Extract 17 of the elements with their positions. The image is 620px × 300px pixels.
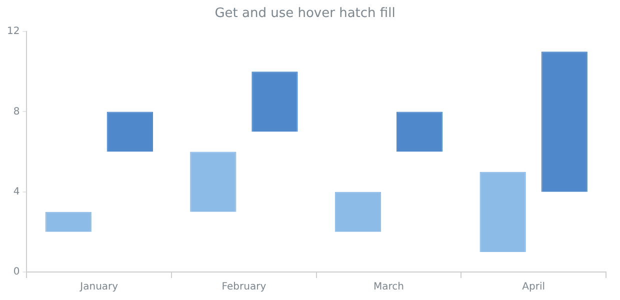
bar (190, 152, 236, 212)
bar (396, 112, 443, 152)
x-tick-label: April (522, 282, 546, 293)
y-tick-label: 0 (13, 266, 20, 278)
x-tick-label: February (222, 282, 266, 293)
chart-title: Get and use hover hatch fill (214, 6, 396, 22)
y-tick-label: 12 (6, 26, 20, 38)
bar (480, 172, 526, 252)
bar (252, 72, 298, 132)
x-tick-label: January (79, 282, 118, 293)
bar (541, 52, 588, 192)
bar (106, 112, 153, 152)
x-tick-label: March (374, 282, 404, 293)
y-tick-label: 4 (13, 186, 20, 198)
bar (334, 192, 382, 232)
y-tick-label: 8 (13, 106, 20, 118)
bar (45, 212, 92, 232)
